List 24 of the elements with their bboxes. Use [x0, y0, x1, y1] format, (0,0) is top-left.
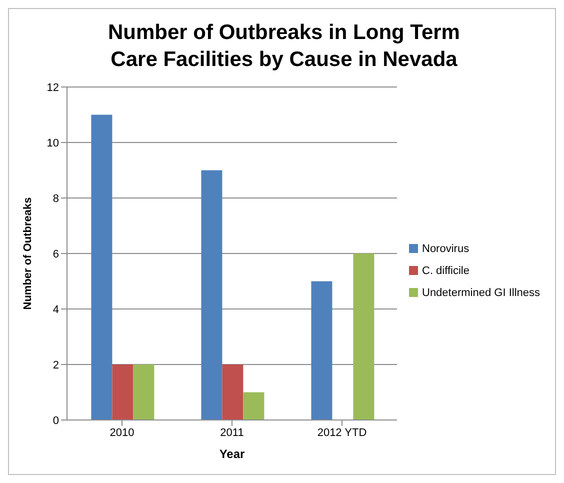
x-axis-title: Year	[219, 447, 246, 461]
bar	[201, 170, 222, 420]
bar	[133, 364, 154, 420]
legend-label: Norovirus	[422, 242, 470, 254]
y-tick-label: 0	[52, 414, 59, 427]
x-tick-label: 2011	[220, 426, 244, 439]
chart-title: Number of Outbreaks in Long Term Care Facilities by Cause in Nevada	[107, 20, 461, 73]
legend-label: C. difficile	[422, 264, 470, 276]
bar	[243, 392, 264, 420]
y-tick-label: 6	[52, 248, 59, 260]
x-tick-label: 2012 YTD	[317, 426, 367, 439]
bar	[112, 364, 134, 420]
y-tick-label: 8	[52, 192, 59, 205]
bar	[91, 114, 112, 420]
y-tick-label: 2	[52, 359, 59, 372]
bar	[222, 364, 244, 420]
bar	[353, 254, 374, 420]
x-tick-label: 2010	[110, 426, 134, 439]
y-tick-label: 12	[46, 82, 59, 94]
y-axis-title: Number of Outbreaks	[22, 197, 34, 310]
y-tick-label: 10	[46, 137, 59, 150]
legend-label: Undetermined GI Illness	[422, 286, 540, 298]
y-tick-label: 4	[52, 304, 59, 316]
bar	[311, 281, 332, 420]
